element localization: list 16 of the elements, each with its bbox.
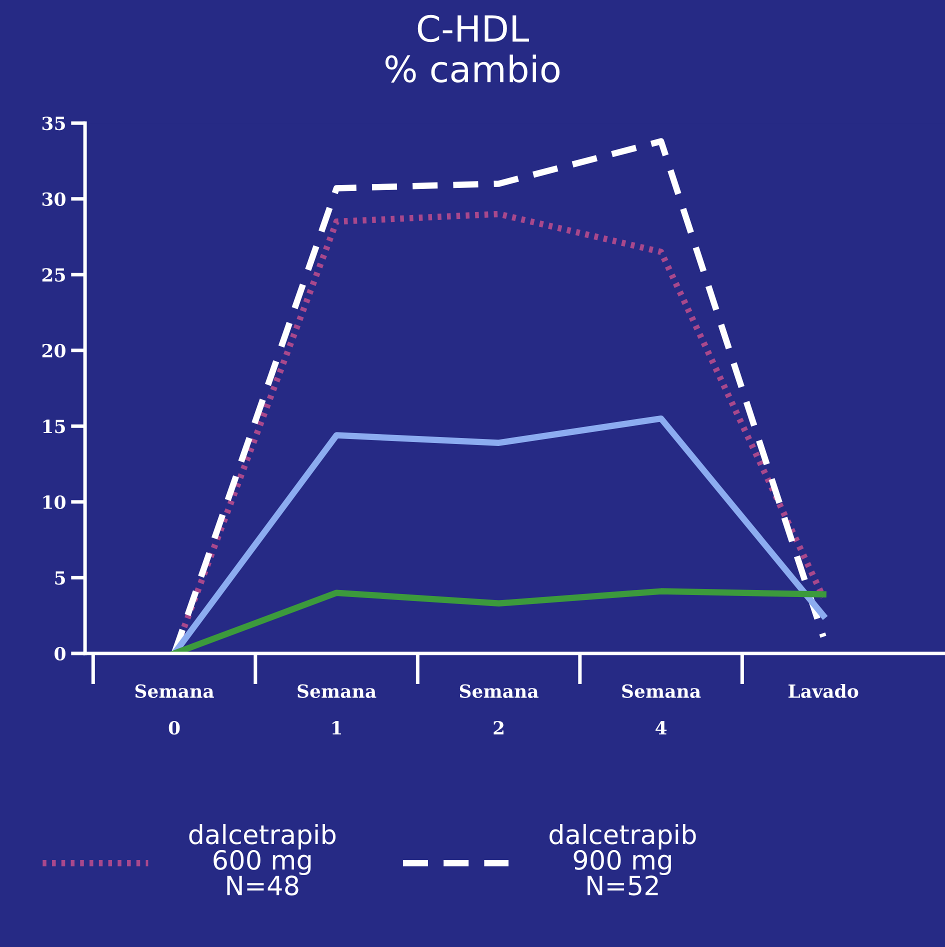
category-label: Semana 1 [298, 684, 376, 734]
category-label: Semana 4 [622, 684, 701, 734]
x-tick-label: Lavado [788, 684, 858, 698]
legend-label: dalcetrapib 600 mg N=48 [189, 824, 336, 896]
category-label: Semana 0 [135, 684, 214, 735]
legend-label: dalcetrapib 900 mg N=52 [550, 824, 696, 896]
y-tick-label: 0 [54, 646, 66, 661]
y-tick-label: 15 [43, 420, 65, 434]
y-tick-label: 30 [42, 192, 66, 206]
category-label: Semana 2 [460, 684, 538, 734]
chart-title: C-HDL % cambio [385, 14, 560, 83]
y-tick-label: 35 [42, 116, 65, 130]
y-tick-label: 20 [42, 344, 66, 358]
y-tick-label: 10 [43, 495, 66, 510]
y-tick-label: 5 [55, 571, 65, 585]
y-tick-label: 25 [42, 268, 65, 282]
